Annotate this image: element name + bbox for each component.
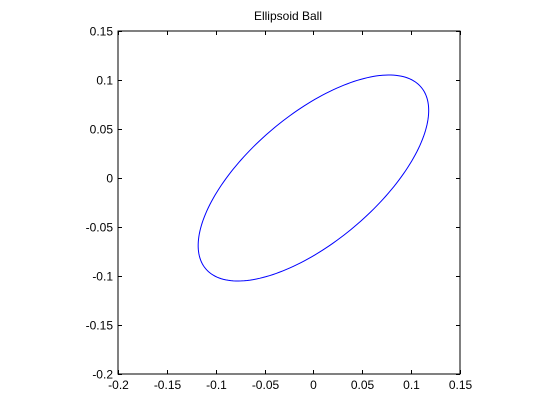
x-tick-label: 0.1 bbox=[403, 378, 420, 392]
y-tick-label: 0.1 bbox=[96, 74, 113, 88]
ticks-layer bbox=[118, 31, 461, 375]
y-tick-label: -0.1 bbox=[92, 270, 113, 284]
y-tick-label: 0.15 bbox=[90, 25, 114, 39]
x-tick-label: -0.1 bbox=[206, 378, 227, 392]
x-tick-label: 0.05 bbox=[351, 378, 375, 392]
x-tick-label: -0.2 bbox=[108, 378, 129, 392]
x-tick-label: 0.15 bbox=[449, 378, 473, 392]
x-tick-label: -0.15 bbox=[154, 378, 182, 392]
y-tick-label: 0 bbox=[106, 172, 113, 186]
x-tick-label: 0 bbox=[310, 378, 317, 392]
y-tick-label: -0.05 bbox=[86, 221, 114, 235]
axes-box bbox=[117, 30, 461, 375]
y-tick-label: -0.2 bbox=[92, 368, 113, 382]
y-tick-label: 0.05 bbox=[90, 123, 114, 137]
chart-title: Ellipsoid Ball bbox=[254, 9, 322, 23]
tick-labels-layer: -0.2 -0.15 -0.1 -0.05 0 0.05 0.1 0.15 -0.2 -0.15 -… bbox=[86, 25, 473, 393]
x-tick-label: -0.05 bbox=[252, 378, 280, 392]
y-tick-label: -0.15 bbox=[86, 319, 114, 333]
ellipse-series-line bbox=[197, 74, 430, 282]
